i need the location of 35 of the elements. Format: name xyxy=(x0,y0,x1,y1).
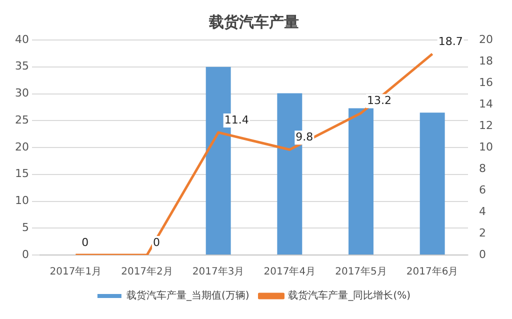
x-tick-label: 2017年4月 xyxy=(264,266,316,278)
x-tick-label: 2017年3月 xyxy=(192,266,244,278)
y-tick-label: 25 xyxy=(14,113,29,126)
y2-tick-label: 16 xyxy=(479,76,494,89)
y-tick-label: 40 xyxy=(14,32,29,46)
y2-tick-label: 8 xyxy=(479,162,486,175)
y-tick-label: 5 xyxy=(22,220,29,234)
y-tick-label: 15 xyxy=(14,167,29,180)
x-tick-label: 2017年1月 xyxy=(50,266,102,278)
y2-tick-label: 4 xyxy=(479,204,486,218)
x-tick-label: 2017年2月 xyxy=(121,266,173,278)
y-tick-label: 35 xyxy=(14,60,29,73)
data-label: 13.2 xyxy=(367,94,392,107)
y2-tick-label: 0 xyxy=(479,248,486,261)
y2-tick-label: 10 xyxy=(479,140,494,154)
data-label: 0 xyxy=(82,236,89,249)
data-label: 0 xyxy=(153,236,160,249)
y2-tick-label: 14 xyxy=(479,97,494,110)
x-tick-label: 2017年5月 xyxy=(335,266,387,278)
data-label: 11.4 xyxy=(224,113,249,126)
y2-tick-label: 2 xyxy=(479,226,486,240)
chart-title: 载货汽车产量 xyxy=(208,12,299,31)
legend-label: 载货汽车产量_同比增长(%) xyxy=(288,290,411,302)
x-tick-label: 2017年6月 xyxy=(406,266,458,278)
y-tick-label: 30 xyxy=(14,86,29,100)
y2-tick-label: 20 xyxy=(479,32,494,46)
y-tick-label: 0 xyxy=(22,248,29,261)
y2-tick-label: 6 xyxy=(479,183,486,196)
y2-tick-label: 18 xyxy=(479,54,494,68)
legend-label: 载货汽车产量_当期值(万辆) xyxy=(126,290,250,302)
data-label: 9.8 xyxy=(296,130,314,144)
y-tick-label: 20 xyxy=(14,140,29,154)
y2-tick-label: 12 xyxy=(479,118,494,132)
data-label: 18.7 xyxy=(438,34,463,48)
y-tick-label: 10 xyxy=(14,194,29,208)
